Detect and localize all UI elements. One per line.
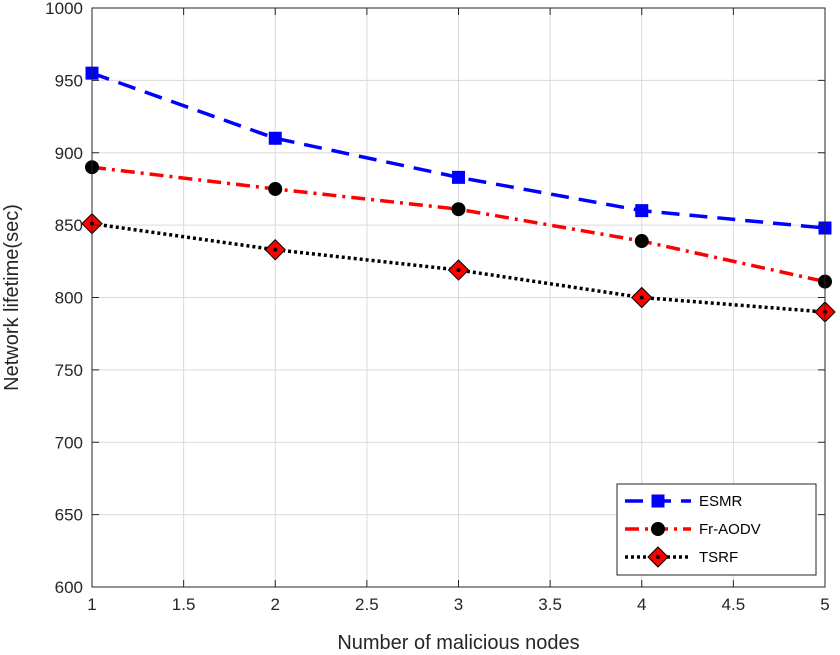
data-point-tsrf-center bbox=[456, 267, 461, 272]
data-point-esmr bbox=[635, 204, 649, 218]
data-point-esmr bbox=[268, 131, 282, 145]
y-tick-label: 800 bbox=[55, 289, 83, 308]
legend-item-esmr: ESMR bbox=[625, 493, 743, 510]
x-tick-label: 1.5 bbox=[172, 595, 196, 614]
y-axis-ticks: 600 650 700 750 800 850 900 950 1000 bbox=[45, 0, 825, 597]
data-point-tsrf bbox=[264, 239, 286, 261]
y-tick-label: 750 bbox=[55, 361, 83, 380]
data-point-tsrf-center bbox=[273, 247, 278, 252]
legend-swatch-marker bbox=[651, 494, 665, 508]
legend-item-tsrf: TSRF bbox=[625, 546, 738, 568]
y-tick-label: 600 bbox=[55, 578, 83, 597]
y-tick-label: 650 bbox=[55, 506, 83, 525]
legend-item-fr-aodv: Fr-AODV bbox=[625, 521, 761, 538]
x-tick-label: 1 bbox=[87, 595, 96, 614]
data-point-tsrf bbox=[631, 286, 653, 309]
data-point-fr-aodv bbox=[451, 202, 466, 217]
y-tick-label: 850 bbox=[55, 216, 83, 235]
y-tick-label: 950 bbox=[55, 71, 83, 90]
x-tick-label: 2.5 bbox=[355, 595, 379, 614]
x-tick-label: 3.5 bbox=[538, 595, 562, 614]
data-point-fr-aodv bbox=[268, 181, 283, 196]
x-tick-label: 5 bbox=[820, 595, 829, 614]
x-tick-label: 2 bbox=[271, 595, 280, 614]
x-tick-label: 4 bbox=[637, 595, 646, 614]
legend-swatch-marker bbox=[647, 546, 669, 568]
legend-swatch-marker-center bbox=[656, 555, 660, 559]
x-axis-ticks: 1 1.5 2 2.5 3 3.5 4 4.5 5 bbox=[87, 8, 830, 614]
x-axis-label: Number of malicious nodes bbox=[337, 632, 579, 654]
series-layer bbox=[81, 66, 836, 323]
legend-label: ESMR bbox=[699, 493, 743, 510]
series-esmr bbox=[85, 66, 832, 235]
x-tick-label: 3 bbox=[454, 595, 463, 614]
y-tick-label: 1000 bbox=[45, 0, 83, 18]
legend-swatch-marker bbox=[651, 522, 665, 536]
legend-label: Fr-AODV bbox=[699, 521, 761, 538]
data-point-tsrf bbox=[447, 259, 470, 281]
y-axis-label: Network lifetime(sec) bbox=[1, 204, 23, 391]
x-tick-label: 4.5 bbox=[722, 595, 746, 614]
y-tick-label: 900 bbox=[55, 144, 83, 163]
y-tick-label: 700 bbox=[55, 433, 83, 452]
data-point-esmr bbox=[452, 170, 465, 184]
data-point-fr-aodv bbox=[634, 234, 649, 249]
legend-label: TSRF bbox=[699, 549, 738, 566]
data-point-tsrf-center bbox=[639, 295, 644, 300]
legend: ESMR Fr-AODV TSRF bbox=[616, 483, 817, 576]
